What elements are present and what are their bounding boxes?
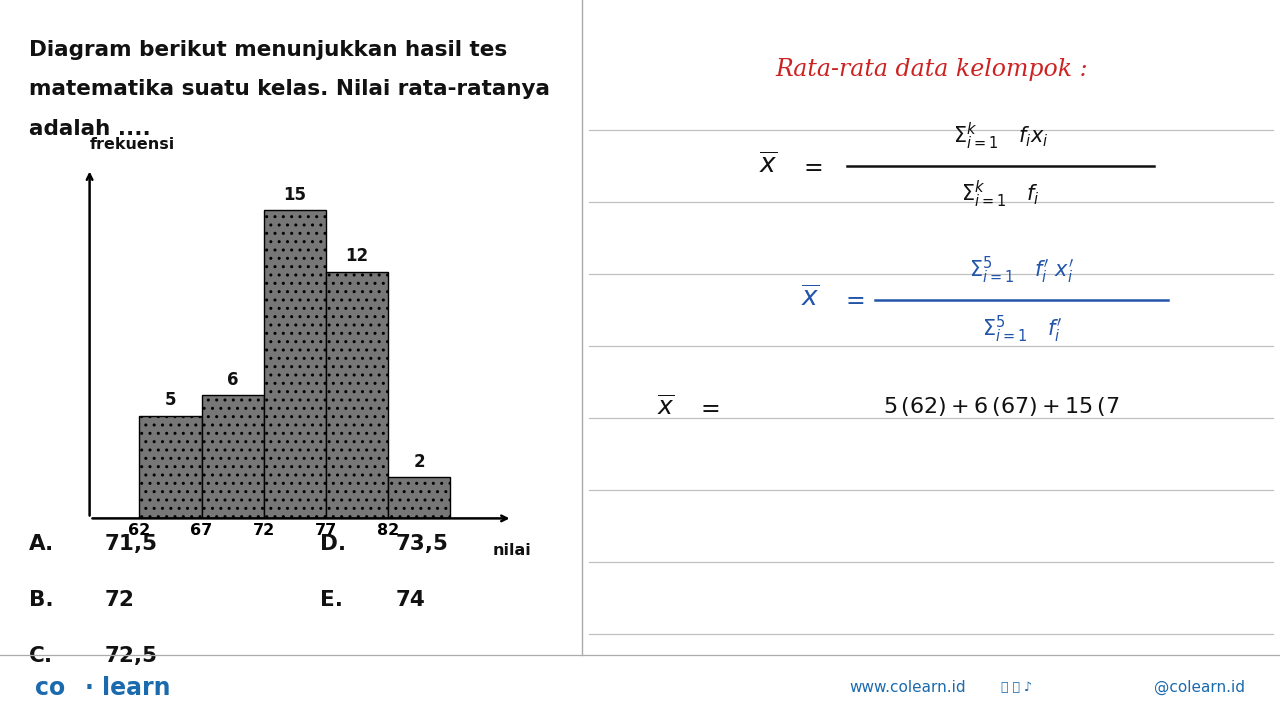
Text: $\Sigma_{i=1}^{k}\ \ \ f_i x_i$: $\Sigma_{i=1}^{k}\ \ \ f_i x_i$ <box>954 121 1048 153</box>
Text: 5: 5 <box>165 392 177 410</box>
Text: Rata-rata data kelompok :: Rata-rata data kelompok : <box>774 58 1088 81</box>
Text: $=$: $=$ <box>841 287 864 311</box>
Text: 2: 2 <box>413 453 425 471</box>
Text: C.: C. <box>29 646 54 666</box>
Bar <box>201 395 264 518</box>
Text: Diagram berikut menunjukkan hasil tes: Diagram berikut menunjukkan hasil tes <box>29 40 507 60</box>
Text: $\overline{x}$: $\overline{x}$ <box>658 395 675 419</box>
Bar <box>388 477 451 518</box>
Text: ·: · <box>84 675 93 700</box>
Text: frekuensi: frekuensi <box>90 138 175 152</box>
Text: 6: 6 <box>227 371 238 389</box>
Text: 15: 15 <box>283 186 306 204</box>
Text: $=$: $=$ <box>799 153 823 178</box>
Text: 🔲 🔲 ♪: 🔲 🔲 ♪ <box>1001 681 1032 694</box>
Text: www.colearn.id: www.colearn.id <box>850 680 966 695</box>
Text: D.: D. <box>320 534 347 554</box>
Text: B.: B. <box>29 590 54 610</box>
Text: nilai: nilai <box>493 543 531 558</box>
Point <box>868 296 883 305</box>
Text: A.: A. <box>29 534 54 554</box>
Text: learn: learn <box>102 675 170 700</box>
Text: $\Sigma_{i=1}^{5}\ \ \ f_i'\ x_i'$: $\Sigma_{i=1}^{5}\ \ \ f_i'\ x_i'$ <box>969 254 1074 286</box>
Text: $\overline{x}$: $\overline{x}$ <box>759 153 778 179</box>
Text: $5\,(62) + 6\,(67) + 15\,(7$: $5\,(62) + 6\,(67) + 15\,(7$ <box>883 395 1119 418</box>
Text: E.: E. <box>320 590 343 610</box>
Text: @colearn.id: @colearn.id <box>1155 680 1245 696</box>
Text: 74: 74 <box>396 590 426 610</box>
Point <box>840 161 855 170</box>
Text: $=$: $=$ <box>696 395 719 419</box>
Text: 73,5: 73,5 <box>396 534 449 554</box>
Bar <box>326 271 388 518</box>
Text: 71,5: 71,5 <box>105 534 157 554</box>
Text: matematika suatu kelas. Nilai rata-ratanya: matematika suatu kelas. Nilai rata-ratan… <box>29 79 550 99</box>
Text: co: co <box>35 675 65 700</box>
Point <box>1147 161 1162 170</box>
Text: $\Sigma_{i=1}^{5}\ \ \ f_i'$: $\Sigma_{i=1}^{5}\ \ \ f_i'$ <box>982 313 1062 345</box>
Text: $\Sigma_{i=1}^{k}\ \ \ f_i$: $\Sigma_{i=1}^{k}\ \ \ f_i$ <box>961 179 1041 210</box>
Text: adalah ....: adalah .... <box>29 119 151 139</box>
Text: 72: 72 <box>105 590 134 610</box>
Point <box>1161 296 1176 305</box>
Bar <box>264 210 326 518</box>
Text: 72,5: 72,5 <box>105 646 157 666</box>
Text: 12: 12 <box>346 248 369 266</box>
Text: $\overline{x}$: $\overline{x}$ <box>801 286 819 312</box>
Bar <box>140 415 201 518</box>
